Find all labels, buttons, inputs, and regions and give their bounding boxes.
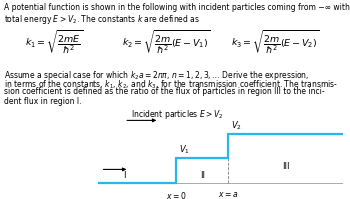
Text: Incident particles $E > V_2$: Incident particles $E > V_2$	[131, 108, 224, 121]
Text: $x = 0$: $x = 0$	[166, 190, 187, 199]
Text: $x = a$: $x = a$	[218, 190, 238, 199]
Text: II: II	[200, 172, 205, 180]
Text: A potential function is shown in the following with incident particles coming fr: A potential function is shown in the fol…	[4, 3, 350, 12]
Text: $k_2 = \sqrt{\dfrac{2m}{\hbar^2}(E - V_1)}$: $k_2 = \sqrt{\dfrac{2m}{\hbar^2}(E - V_1…	[122, 29, 211, 57]
Text: total energy $E>V_2$. The constants $k$ are defined as: total energy $E>V_2$. The constants $k$ …	[4, 13, 200, 26]
Text: $k_1 = \sqrt{\dfrac{2mE}{\hbar^2}}$: $k_1 = \sqrt{\dfrac{2mE}{\hbar^2}}$	[25, 29, 83, 57]
Text: in terms of the constants, $k_1$, $k_2$, and $k_3$, for the transmission coeffic: in terms of the constants, $k_1$, $k_2$,…	[4, 78, 338, 91]
Text: I: I	[123, 172, 125, 180]
Text: $V_2$: $V_2$	[231, 120, 242, 132]
Text: dent flux in region I.: dent flux in region I.	[4, 97, 82, 106]
Text: $k_3 = \sqrt{\dfrac{2m}{\hbar^2}(E - V_2)}$: $k_3 = \sqrt{\dfrac{2m}{\hbar^2}(E - V_2…	[231, 29, 319, 57]
Text: sion coefficient is defined as the ratio of the flux of particles in region III : sion coefficient is defined as the ratio…	[4, 87, 325, 96]
Text: III: III	[282, 162, 289, 171]
Text: Assume a special case for which $k_2a = 2n\pi$, $n = 1, 2, 3, \ldots$ Derive the: Assume a special case for which $k_2a = …	[4, 69, 309, 82]
Text: $V_1$: $V_1$	[179, 144, 190, 156]
